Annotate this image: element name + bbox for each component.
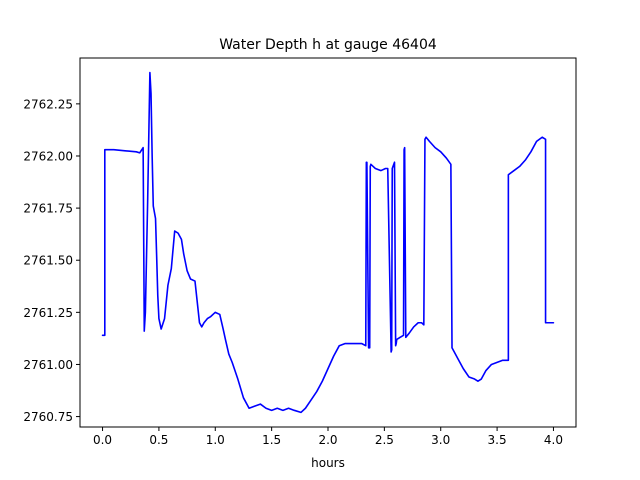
y-tick-label: 2762.00 [23, 149, 73, 163]
x-tick-label: 0.0 [93, 433, 112, 447]
line-layer [101, 71, 555, 414]
x-tick-label: 1.0 [206, 433, 225, 447]
y-tick-label: 2761.50 [23, 254, 73, 268]
y-axis: 2760.75 2761.00 2761.25 2761.50 2761.75 2762.… [23, 97, 80, 424]
x-tick-label: 3.0 [431, 433, 450, 447]
x-tick-label: 2.0 [318, 433, 337, 447]
y-tick-label: 2761.75 [23, 202, 73, 216]
x-tick-label: 0.5 [149, 433, 168, 447]
y-tick-label: 2761.00 [23, 358, 73, 372]
y-tick-label: 2760.75 [23, 410, 73, 424]
x-tick-label: 2.5 [375, 433, 394, 447]
x-axis-label: hours [311, 456, 345, 470]
series-line-0 [101, 71, 555, 414]
y-tick-label: 2761.25 [23, 306, 73, 320]
y-tick-label: 2762.25 [23, 97, 73, 111]
x-tick-label: 1.5 [262, 433, 281, 447]
x-axis: 0.0 0.5 1.0 1.5 2.0 2.5 3.0 3.5 4.0 [93, 427, 563, 447]
x-tick-label: 3.5 [488, 433, 507, 447]
x-tick-label: 4.0 [544, 433, 563, 447]
chart-title: Water Depth h at gauge 46404 [219, 37, 437, 53]
